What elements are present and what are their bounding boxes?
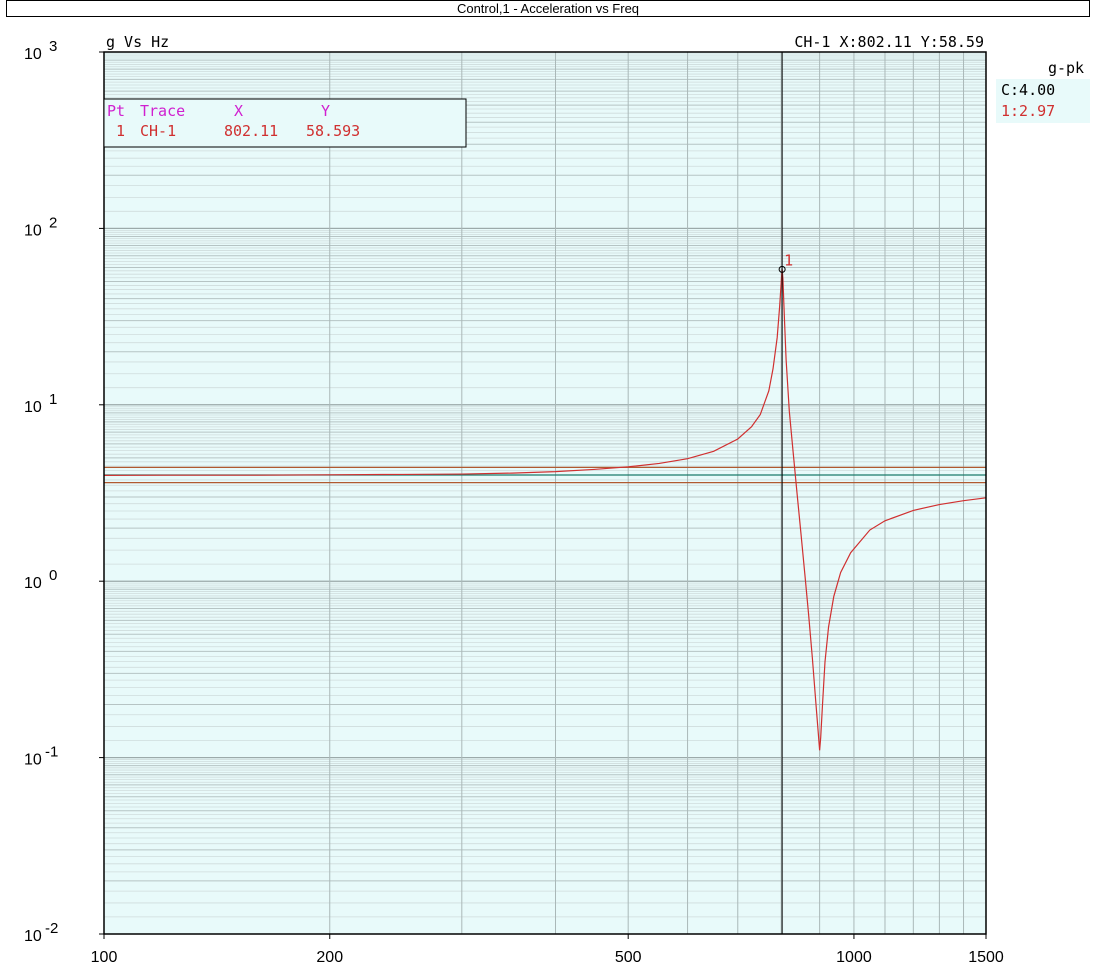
y-tick-label-base: 10 [24, 399, 42, 416]
y-tick-label-base: 10 [24, 46, 42, 63]
grid [103, 51, 987, 935]
y-tick-label-exponent: 3 [49, 38, 57, 55]
marker-table-header-x: X [234, 102, 243, 120]
marker-table-header-trace: Trace [140, 102, 185, 120]
marker-point-label: 1 [784, 251, 793, 269]
legend-entry-ch-1: 1:2.97 [1001, 102, 1055, 120]
x-tick-label: 1000 [836, 949, 872, 966]
marker-table-header-y: Y [321, 102, 330, 120]
window-title: Control,1 - Acceleration vs Freq [6, 0, 1090, 17]
y-tick-label-exponent: 0 [49, 567, 57, 584]
y-tick-label-exponent: -1 [45, 744, 58, 761]
series-line-ch-1 [103, 269, 987, 751]
legend: g-pk C:4.00 1:2.97 [996, 59, 1090, 123]
marker-table-header-pt: Pt [107, 102, 125, 120]
marker-table-cell-y: 58.593 [306, 122, 360, 140]
x-tick-label: 200 [316, 949, 343, 966]
marker-table: Pt Trace X Y 1 CH-1 802.11 58.593 [103, 98, 467, 148]
cursor-readout: CH-1 X:802.11 Y:58.59 [794, 33, 984, 51]
marker-point[interactable] [778, 265, 786, 273]
x-tick-label: 500 [615, 949, 642, 966]
y-tick-label-exponent: 1 [49, 391, 57, 408]
y-tick-label-base: 10 [24, 928, 42, 945]
legend-entry-control: C:4.00 [1001, 81, 1055, 99]
y-tick-label-base: 10 [24, 752, 42, 769]
x-tick-label: 100 [91, 949, 118, 966]
y-tick-label-exponent: 2 [49, 214, 57, 231]
marker-table-cell-x: 802.11 [224, 122, 278, 140]
units-label: g Vs Hz [106, 33, 169, 51]
legend-header: g-pk [1048, 59, 1084, 77]
x-tick-label: 1500 [968, 949, 1004, 966]
y-tick-label-base: 10 [24, 222, 42, 239]
marker-table-cell-pt: 1 [116, 122, 125, 140]
y-tick-label-base: 10 [24, 575, 42, 592]
y-tick-label-exponent: -2 [45, 920, 58, 937]
plot-frame [103, 51, 987, 935]
plot-background [104, 52, 986, 934]
marker-table-cell-trace: CH-1 [140, 122, 176, 140]
